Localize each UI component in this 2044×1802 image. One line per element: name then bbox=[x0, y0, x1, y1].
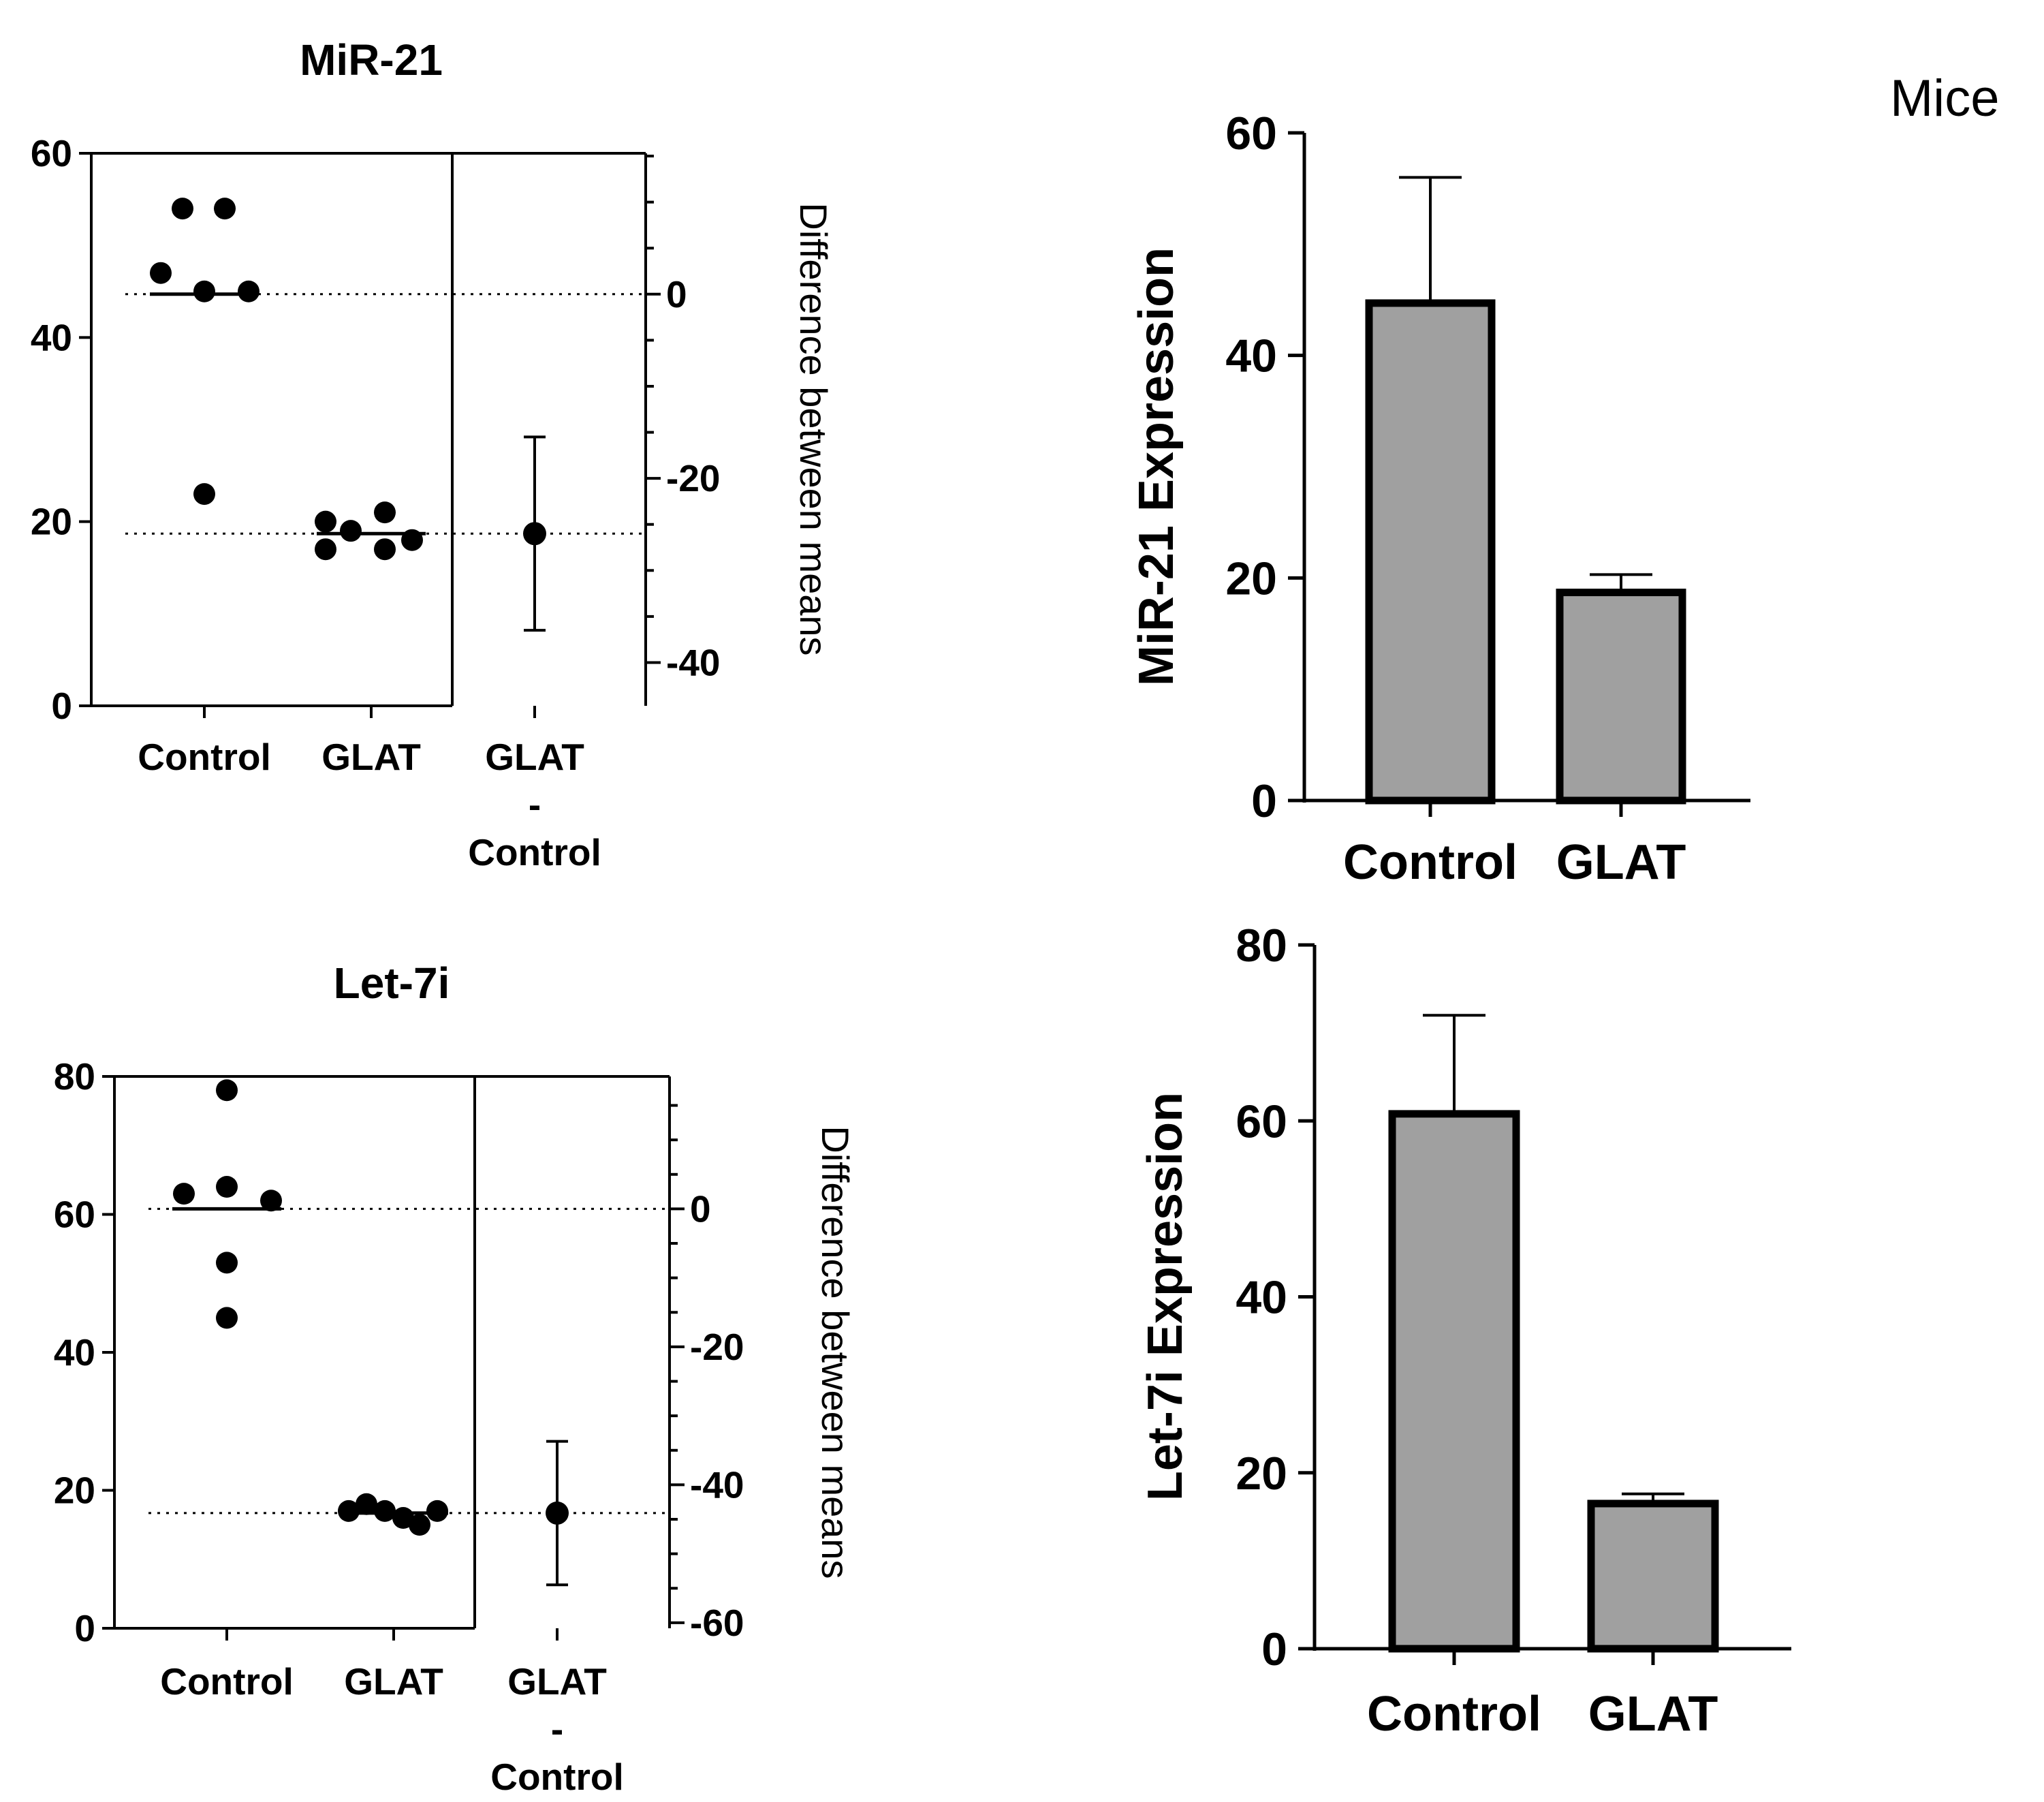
right-y-tick-label: -60 bbox=[690, 1602, 744, 1644]
x-tick-label: GLAT bbox=[1556, 835, 1686, 890]
y-tick-label: 60 bbox=[1236, 1096, 1287, 1147]
y-tick-label: 40 bbox=[31, 316, 72, 358]
data-point bbox=[173, 1183, 195, 1205]
y-tick-label: 80 bbox=[1236, 920, 1287, 972]
x-tick-label: GLAT bbox=[344, 1660, 443, 1703]
y-tick-label: 20 bbox=[1236, 1448, 1287, 1500]
y-tick-label: 60 bbox=[54, 1194, 95, 1236]
right-y-tick-label: -20 bbox=[666, 457, 721, 499]
y-tick-label: 20 bbox=[1225, 553, 1277, 604]
right-axis-title: Difference between means bbox=[814, 1125, 857, 1579]
y-axis-title: MiR-21 Expression bbox=[1129, 247, 1184, 686]
data-point bbox=[356, 1493, 377, 1515]
data-point bbox=[260, 1190, 282, 1212]
x-tick-label: - bbox=[529, 783, 541, 826]
x-tick-label: - bbox=[551, 1708, 563, 1750]
y-tick-label: 80 bbox=[54, 1055, 95, 1098]
data-point bbox=[374, 501, 396, 524]
chart-title: MiR-21 bbox=[300, 35, 443, 84]
data-point bbox=[172, 198, 193, 220]
x-tick-label: Control bbox=[1367, 1687, 1541, 1741]
data-point bbox=[315, 510, 336, 533]
x-tick-label: GLAT bbox=[321, 736, 421, 778]
y-tick-label: 40 bbox=[1236, 1272, 1287, 1324]
x-tick-label: GLAT bbox=[1588, 1687, 1718, 1741]
data-point bbox=[374, 538, 396, 561]
right-y-tick-label: 0 bbox=[666, 273, 687, 315]
data-point bbox=[216, 1307, 238, 1329]
right-y-tick-label: -20 bbox=[690, 1326, 744, 1368]
y-tick-label: 0 bbox=[1261, 1624, 1287, 1675]
data-point bbox=[238, 280, 260, 302]
data-point bbox=[216, 1252, 238, 1274]
data-point bbox=[216, 1176, 238, 1198]
y-tick-label: 20 bbox=[54, 1470, 95, 1512]
x-tick-label: Control bbox=[160, 1660, 294, 1703]
y-tick-label: 60 bbox=[31, 132, 72, 174]
data-point bbox=[315, 538, 336, 561]
x-tick-label: Control bbox=[468, 831, 601, 873]
data-point bbox=[214, 198, 236, 220]
data-point bbox=[374, 1500, 396, 1522]
bar-control bbox=[1388, 1110, 1520, 1653]
x-tick-label: Control bbox=[138, 736, 271, 778]
data-point bbox=[193, 483, 215, 506]
chart-title: Let-7i bbox=[334, 959, 450, 1008]
data-point bbox=[193, 280, 215, 302]
difference-estimate-point bbox=[523, 522, 546, 546]
difference-estimate-point bbox=[546, 1501, 569, 1525]
y-axis-title: Let-7i Expression bbox=[1138, 1092, 1193, 1501]
bar-control bbox=[1365, 299, 1496, 805]
y-tick-label: 0 bbox=[51, 685, 72, 727]
x-tick-label: GLAT bbox=[485, 736, 584, 778]
right-y-tick-label: -40 bbox=[666, 641, 721, 683]
data-point bbox=[150, 262, 172, 284]
y-tick-label: 40 bbox=[1225, 330, 1277, 382]
right-axis-title: Difference between means bbox=[792, 202, 835, 655]
bar-glat bbox=[1587, 1500, 1719, 1653]
right-y-tick-label: 0 bbox=[690, 1187, 711, 1230]
x-tick-label: GLAT bbox=[507, 1660, 607, 1703]
y-tick-label: 20 bbox=[31, 501, 72, 543]
y-tick-label: 0 bbox=[74, 1607, 95, 1649]
data-point bbox=[409, 1514, 430, 1536]
data-point bbox=[338, 1500, 360, 1522]
right-y-tick-label: -40 bbox=[690, 1463, 744, 1506]
data-point bbox=[340, 520, 362, 542]
y-tick-label: 60 bbox=[1225, 108, 1277, 159]
data-point bbox=[426, 1500, 448, 1522]
x-tick-label: Control bbox=[490, 1756, 624, 1798]
y-tick-label: 0 bbox=[1251, 775, 1277, 827]
x-tick-label: Control bbox=[1343, 835, 1518, 890]
bar-glat bbox=[1556, 589, 1686, 805]
y-tick-label: 40 bbox=[54, 1331, 95, 1373]
data-point bbox=[216, 1079, 238, 1102]
corner-label-mice: Mice bbox=[1890, 69, 1999, 127]
